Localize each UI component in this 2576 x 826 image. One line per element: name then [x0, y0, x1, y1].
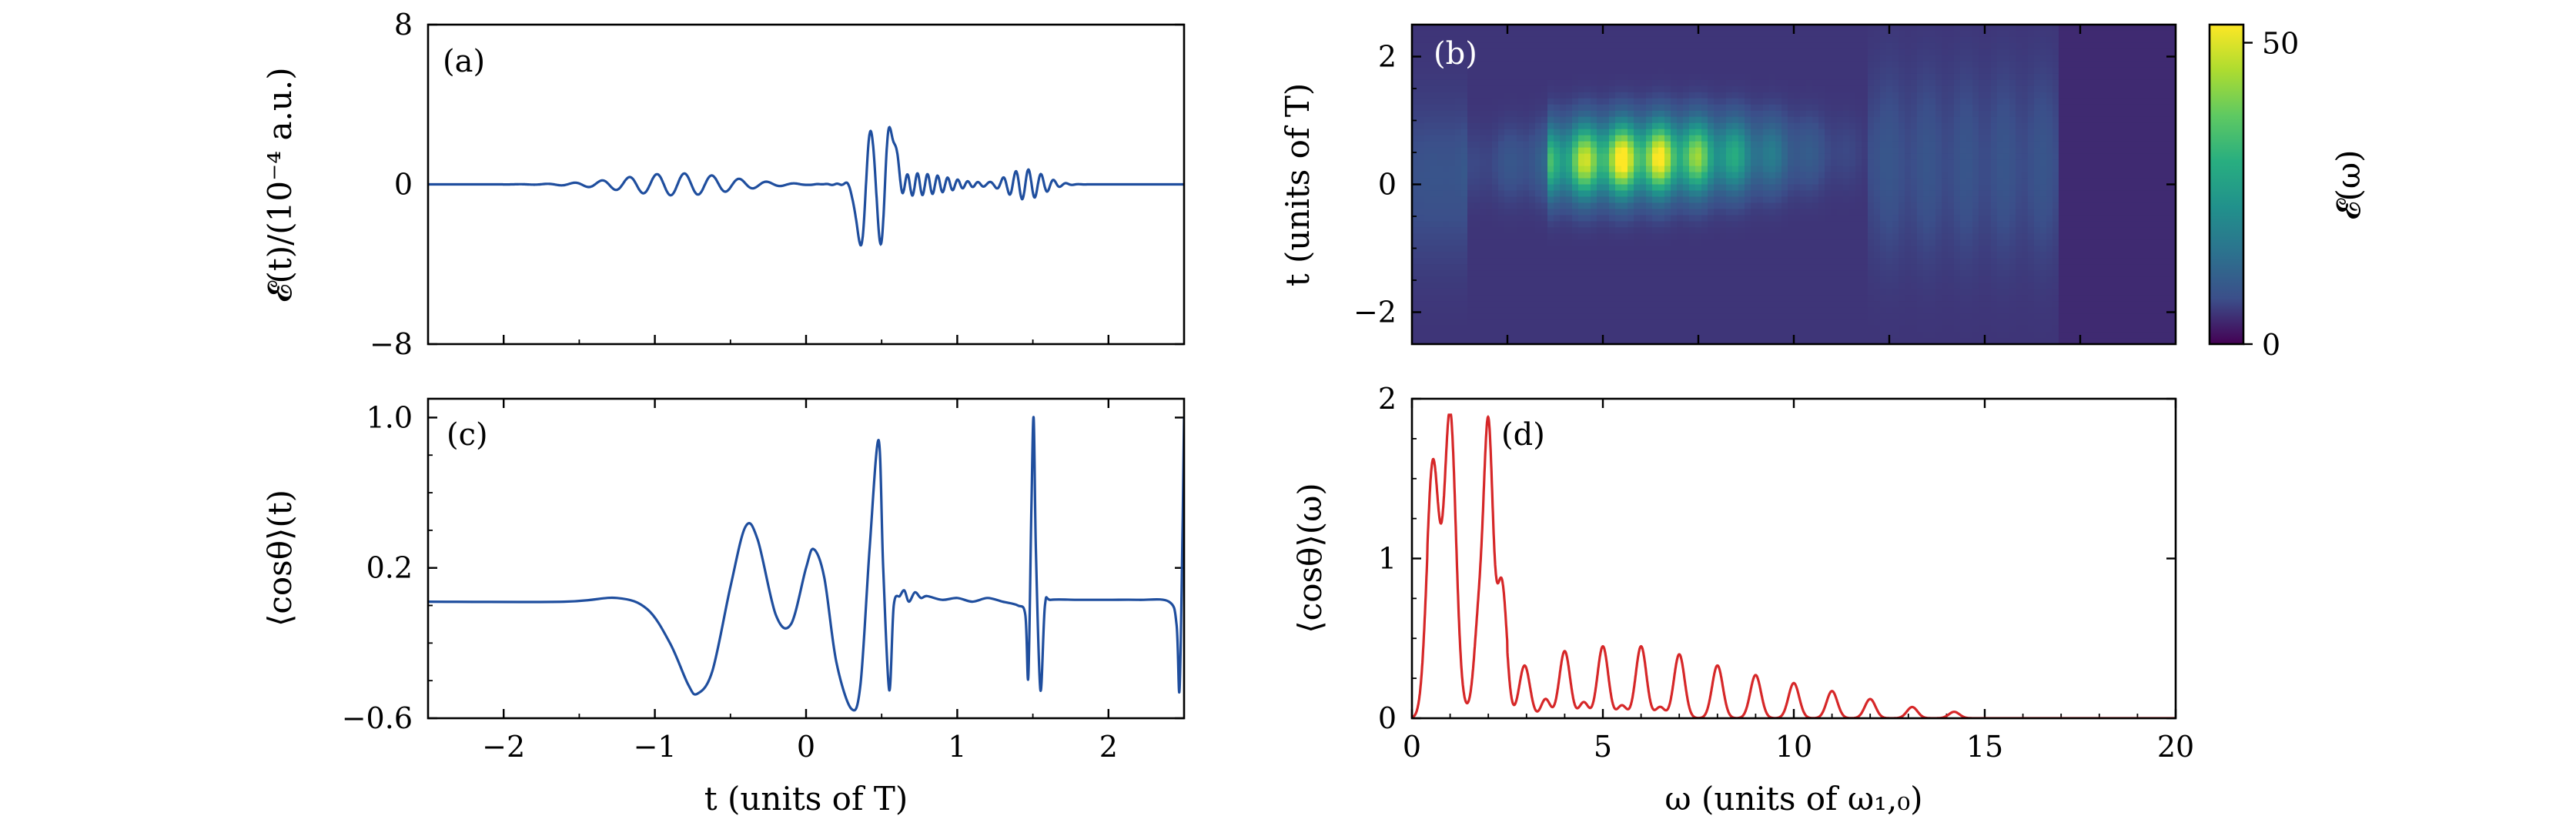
colorbar-gradient — [2208, 23, 2245, 346]
panel-d-xtick-label: 5 — [1594, 730, 1612, 764]
panel-b-colorbar: 0 50 𝓔(ω) — [2208, 23, 2367, 362]
panel-b-label: (b) — [1434, 36, 1477, 72]
colorbar-tick-label: 50 — [2262, 26, 2299, 60]
panel-c-xtick-label: 1 — [948, 730, 966, 764]
panel-a-ytick-label: 0 — [394, 168, 413, 202]
panel-c-xtick-label: 0 — [797, 730, 815, 764]
panel-d-label: (d) — [1501, 417, 1545, 453]
panel-d-xtick-label: 20 — [2157, 730, 2194, 764]
panel-a-ytick-label: −8 — [370, 327, 413, 361]
panel-c-label: (c) — [447, 417, 488, 453]
panel-d-ticks: 0 5 10 15 20 0 1 2 — [1378, 382, 2194, 764]
panel-d-frame — [1410, 397, 2177, 720]
panel-a-ylabel: 𝓔(t)/(10⁻⁴ a.u.) — [261, 67, 299, 302]
panel-c-xtick-label: −1 — [634, 730, 677, 764]
panel-a-frame — [427, 23, 1186, 346]
colorbar-ticks: 0 50 — [2243, 26, 2299, 362]
panel-a-ytick-label: 8 — [394, 8, 413, 42]
panel-b-ytick-label: −2 — [1353, 296, 1397, 329]
panel-b-frame — [1410, 23, 2177, 346]
panel-b-heatmap: −2 0 2 (b) t (units of T) 0 50 𝓔(ω) — [1279, 23, 2367, 362]
panel-a-efield-line — [428, 125, 1184, 247]
panel-c-xlabel: t (units of T) — [704, 780, 908, 818]
panel-d-xlabel: ω (units of ω₁,₀) — [1664, 780, 1922, 818]
panel-c-ticks: −2 −1 0 1 2 −0.6 0.2 1.0 — [342, 399, 1185, 764]
panel-c-orientation-time: −2 −1 0 1 2 −0.6 0.2 1.0 (c) ⟨cosθ⟩(t) t (units… — [261, 397, 1186, 818]
panel-a-label: (a) — [443, 44, 485, 79]
panel-d-ytick-label: 2 — [1378, 382, 1397, 416]
panel-d-ytick-label: 0 — [1378, 701, 1397, 735]
panel-b-ticks: −2 0 2 — [1353, 24, 2176, 345]
panel-b-ytick-label: 0 — [1378, 168, 1397, 202]
panel-d-xtick-label: 10 — [1775, 730, 1812, 764]
panel-c-ytick-label: 1.0 — [366, 400, 413, 434]
panel-c-ytick-label: −0.6 — [342, 701, 413, 735]
panel-c-ytick-label: 0.2 — [366, 551, 413, 585]
panel-c-ylabel: ⟨cosθ⟩(t) — [261, 490, 299, 627]
panel-d-orientation-freq: 0 5 10 15 20 0 1 2 (d) ⟨cosθ⟩(ω) ω (units of ω₁… — [1291, 382, 2194, 818]
panel-b-ytick-label: 2 — [1378, 40, 1397, 74]
panel-c-xtick-label: −2 — [482, 730, 525, 764]
panel-d-xtick-label: 0 — [1403, 730, 1421, 764]
panel-c-cos-line — [428, 416, 1184, 712]
panel-d-ylabel: ⟨cosθ⟩(ω) — [1291, 483, 1329, 633]
panel-c-xtick-label: 2 — [1099, 730, 1118, 764]
panel-d-cos-line — [1412, 413, 2176, 718]
panel-d-ytick-label: 1 — [1378, 542, 1397, 576]
panel-d-xtick-label: 15 — [1966, 730, 2003, 764]
panel-c-frame — [427, 397, 1186, 720]
colorbar-tick-label: 0 — [2262, 328, 2280, 362]
panel-b-heatmap-image — [1412, 25, 2176, 344]
panel-a-efield: −8 0 8 (a) 𝓔(t)/(10⁻⁴ a.u.) — [261, 8, 1186, 361]
colorbar-label: 𝓔(ω) — [2330, 149, 2367, 219]
panel-b-ylabel: t (units of T) — [1279, 83, 1316, 287]
